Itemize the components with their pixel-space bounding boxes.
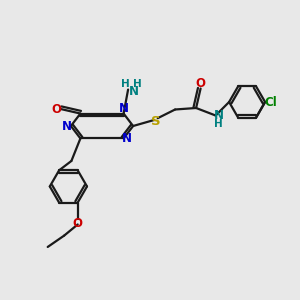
Text: N: N: [118, 102, 129, 115]
Text: H: H: [121, 79, 130, 89]
Text: O: O: [51, 103, 62, 116]
Text: N: N: [214, 109, 224, 122]
Text: O: O: [73, 217, 83, 230]
Text: N: N: [128, 85, 139, 98]
Text: O: O: [196, 76, 206, 90]
Text: H: H: [133, 79, 142, 89]
Text: S: S: [151, 115, 160, 128]
Text: Cl: Cl: [265, 95, 278, 109]
Text: N: N: [62, 119, 72, 133]
Text: H: H: [214, 119, 223, 129]
Text: N: N: [122, 132, 132, 145]
